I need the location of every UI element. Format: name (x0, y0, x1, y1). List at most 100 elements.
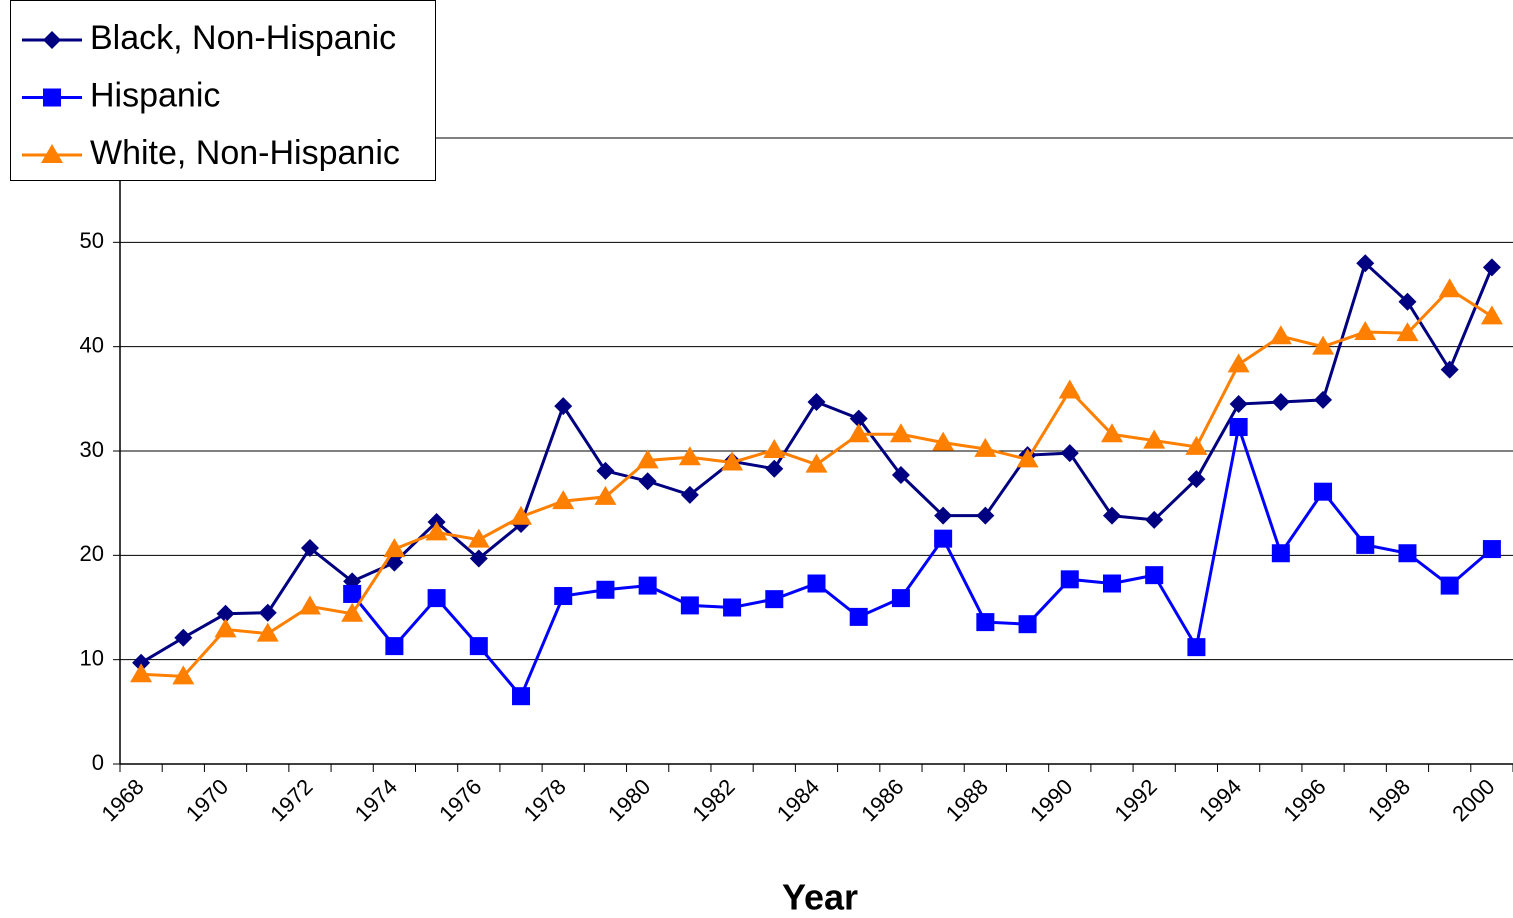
point-marker (1060, 570, 1079, 589)
point-marker (596, 461, 615, 480)
point-marker (807, 392, 826, 411)
point-marker (596, 580, 615, 599)
point-marker (1102, 574, 1121, 593)
point-marker (1227, 353, 1250, 373)
point-marker (172, 665, 195, 685)
point-marker (805, 453, 828, 473)
point-marker (425, 521, 448, 541)
point-marker (1356, 535, 1375, 554)
point-marker (385, 637, 404, 656)
point-marker (1398, 292, 1417, 311)
x-tick-label: 1972 (265, 774, 317, 826)
series-line (351, 421, 1493, 700)
point-marker (214, 618, 237, 638)
point-marker (934, 506, 953, 525)
x-tick-label: 1992 (1110, 774, 1162, 826)
point-marker (298, 595, 321, 615)
point-marker (1438, 278, 1461, 298)
y-tick-label: 50 (80, 228, 104, 253)
point-marker (43, 88, 61, 107)
legend-label: White, Non-Hispanic (90, 134, 400, 172)
point-marker (1143, 429, 1166, 449)
x-axis-title: Year (782, 877, 858, 918)
point-marker (554, 397, 573, 416)
point-marker (763, 438, 786, 458)
x-tick-label: 2000 (1447, 774, 1499, 826)
point-marker (43, 31, 61, 49)
point-marker (1440, 360, 1459, 379)
point-marker (1018, 615, 1037, 634)
legend-label: Hispanic (90, 76, 220, 114)
x-tick-label: 1974 (350, 774, 402, 826)
point-marker (1145, 510, 1164, 529)
point-marker (721, 451, 744, 471)
point-marker (849, 409, 868, 428)
point-marker (512, 687, 531, 706)
point-marker (1440, 576, 1459, 595)
point-marker (891, 465, 910, 484)
point-marker (383, 538, 406, 558)
point-marker (847, 423, 870, 443)
x-tick-label: 1994 (1194, 774, 1246, 826)
point-marker (300, 539, 319, 558)
point-marker (1314, 390, 1333, 409)
point-marker (974, 437, 997, 457)
point-marker (976, 506, 995, 525)
point-marker (1271, 544, 1290, 563)
point-marker (1229, 418, 1248, 437)
point-marker (216, 604, 235, 623)
point-marker (1354, 321, 1377, 341)
point-marker (130, 663, 153, 683)
x-tick-label: 1984 (772, 774, 824, 826)
point-marker (891, 589, 910, 608)
point-marker (510, 505, 533, 525)
legend-box (10, 0, 436, 181)
point-marker (174, 628, 193, 647)
x-tick-label: 1990 (1025, 774, 1077, 826)
point-marker (932, 431, 955, 451)
point-marker (1187, 470, 1206, 489)
point-marker (258, 603, 277, 622)
point-marker (1480, 305, 1503, 325)
y-tick-label: 0 (92, 750, 104, 775)
point-marker (1100, 423, 1123, 443)
point-marker (343, 584, 362, 603)
x-tick-label: 1980 (603, 774, 655, 826)
point-marker (1269, 325, 1292, 345)
point-marker (1271, 392, 1290, 411)
y-tick-label: 40 (80, 332, 104, 357)
point-marker (341, 602, 364, 622)
x-tick-label: 1968 (96, 774, 148, 826)
point-marker (680, 485, 699, 504)
point-marker (889, 423, 912, 443)
point-marker (256, 622, 279, 642)
point-marker (469, 549, 488, 568)
y-tick-label: 30 (80, 437, 104, 462)
point-marker (934, 529, 953, 548)
point-marker (132, 653, 151, 672)
y-tick-label: 20 (80, 541, 104, 566)
point-marker (678, 446, 701, 466)
point-marker (1145, 566, 1164, 585)
point-marker (552, 490, 575, 510)
point-marker (1187, 638, 1206, 657)
x-tick-label: 1988 (941, 774, 993, 826)
point-marker (1398, 544, 1417, 563)
point-marker (765, 590, 784, 609)
point-marker (1058, 379, 1081, 399)
point-marker (1060, 444, 1079, 463)
point-marker (467, 528, 490, 548)
point-marker (1185, 435, 1208, 455)
point-marker (976, 613, 995, 632)
legend-label: Black, Non-Hispanic (90, 19, 396, 57)
point-marker (41, 144, 63, 163)
point-marker (765, 459, 784, 478)
x-tick-label: 1970 (181, 774, 233, 826)
point-marker (723, 598, 742, 617)
point-marker (1312, 335, 1335, 355)
point-marker (1016, 448, 1039, 468)
y-tick-label: 10 (80, 645, 104, 670)
point-marker (1314, 482, 1333, 501)
x-tick-label: 1976 (434, 774, 486, 826)
